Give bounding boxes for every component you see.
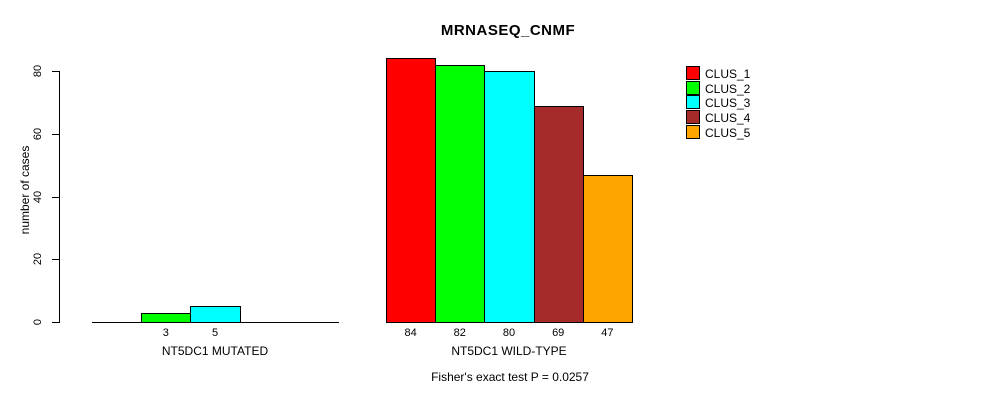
chart-title: MRNASEQ_CNMF (440, 22, 576, 39)
bar-clus_3 (190, 306, 241, 323)
y-tick-mark (52, 133, 59, 135)
y-tick-label: 80 (32, 64, 44, 78)
group-label-mutated: NT5DC1 MUTATED (161, 344, 269, 358)
group-label-wildtype: NT5DC1 WILD-TYPE (451, 344, 567, 358)
bar-value-label: 3 (162, 327, 169, 339)
bar-clus_4 (533, 105, 584, 323)
bar-value-label: 5 (211, 327, 219, 339)
legend-swatch-clus_2 (686, 80, 700, 95)
legend-swatch-clus_3 (686, 95, 700, 110)
legend-label-clus_4: CLUS_4 (705, 111, 751, 126)
legend-row: CLUS_1 (686, 66, 776, 81)
bar-value-label: 69 (552, 327, 565, 339)
y-tick-label: 60 (32, 127, 44, 140)
legend-swatch-clus_1 (686, 66, 700, 80)
legend-label-clus_1: CLUS_1 (705, 67, 751, 81)
bar-clus_5 (582, 174, 633, 323)
legend-label-clus_3: CLUS_3 (705, 96, 751, 111)
y-tick-mark (52, 259, 59, 261)
y-tick-label: 0 (32, 318, 44, 326)
legend-swatch-clus_5 (686, 124, 700, 139)
legend-label-clus_5: CLUS_5 (705, 125, 751, 140)
y-tick-label: 40 (32, 190, 44, 203)
bar-clus_2 (141, 312, 192, 323)
y-tick-label: 20 (32, 253, 44, 266)
y-tick-mark (52, 196, 59, 198)
bar-value-label: 84 (404, 327, 417, 339)
fisher-test-annotation: Fisher's exact test P = 0.0257 (431, 370, 589, 384)
y-tick-mark (52, 322, 59, 323)
bar-value-label: 47 (601, 327, 614, 339)
bar-clus_1 (386, 58, 437, 323)
legend-row: CLUS_4 (686, 110, 776, 125)
legend-row: CLUS_2 (686, 80, 776, 96)
bar-value-label: 80 (502, 327, 516, 339)
y-axis-line (59, 71, 60, 323)
bar-value-label: 82 (453, 327, 466, 339)
bar-clus_3 (484, 71, 535, 323)
legend-row: CLUS_5 (686, 124, 776, 140)
legend-label-clus_2: CLUS_2 (705, 81, 751, 96)
y-tick-mark (52, 71, 59, 72)
bar-clus_2 (435, 64, 486, 323)
legend-row: CLUS_3 (686, 95, 776, 110)
legend-swatch-clus_4 (686, 110, 700, 125)
